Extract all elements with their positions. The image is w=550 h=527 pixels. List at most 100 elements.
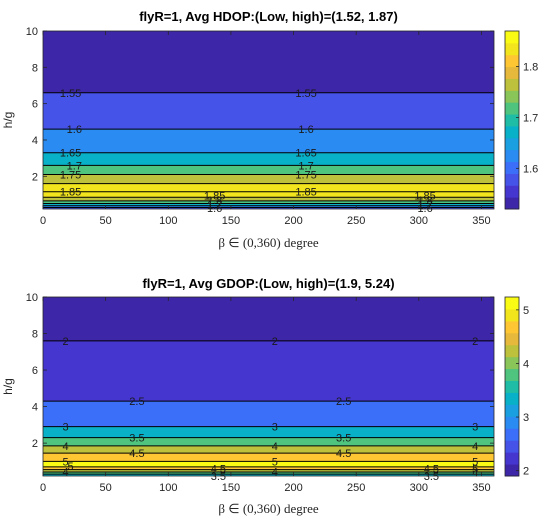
hdop-contour-label: 1.6 bbox=[298, 124, 313, 136]
hdop-x-tick-label: 100 bbox=[159, 215, 177, 227]
gdop-y-axis-label: h/g bbox=[1, 378, 15, 395]
gdop-colorbar-segment bbox=[505, 368, 519, 382]
hdop-y-tick-label: 8 bbox=[32, 62, 38, 74]
gdop-colorbar-segment bbox=[505, 297, 519, 310]
gdop-contour-band bbox=[43, 461, 494, 467]
gdop-contour-label: 5 bbox=[62, 456, 68, 468]
hdop-contour-label: 1.85 bbox=[60, 187, 81, 199]
hdop-x-tick-label: 200 bbox=[284, 215, 302, 227]
hdop-contour-label: 1.7 bbox=[417, 199, 432, 211]
gdop-contour-band bbox=[43, 340, 494, 402]
gdop-contour-label: 3.5 bbox=[336, 433, 351, 445]
hdop-contour-label: 1.85 bbox=[414, 190, 435, 202]
gdop-contour-label: 4.5 bbox=[336, 448, 351, 460]
hdop-contour-label: 1.8 bbox=[207, 195, 222, 207]
hdop-colorbar-segment bbox=[505, 90, 519, 103]
gdop-colorbar-segment bbox=[505, 428, 519, 441]
hdop-x-tick-label: 300 bbox=[410, 215, 428, 227]
gdop-contour-label: 4.5 bbox=[211, 464, 226, 476]
gdop-contour-label: 4 bbox=[62, 441, 68, 453]
gdop-colorbar-segment bbox=[505, 416, 519, 429]
hdop-y-tick-label: 2 bbox=[32, 171, 38, 183]
gdop-contour-label: 3 bbox=[472, 422, 478, 434]
gdop-x-tick-label: 350 bbox=[472, 482, 490, 494]
hdop-colorbar-segment bbox=[505, 42, 519, 56]
gdop-x-tick-label: 250 bbox=[347, 482, 365, 494]
gdop-contour-label: 2.5 bbox=[129, 396, 144, 408]
gdop-colorbar-segment bbox=[505, 404, 519, 417]
hdop-y-tick-label: 6 bbox=[32, 99, 38, 111]
hdop-contour-label: 1.7 bbox=[207, 199, 222, 211]
gdop-colorbar-tick-label: 5 bbox=[523, 305, 529, 317]
hdop-contour-label: 1.8 bbox=[417, 195, 432, 207]
gdop-contour-band bbox=[43, 297, 494, 341]
gdop-colorbar-segment bbox=[505, 332, 519, 346]
gdop-contour-label: 5 bbox=[472, 456, 478, 468]
gdop-colorbar-segment bbox=[505, 308, 519, 322]
gdop-contour-label: 4 bbox=[272, 466, 278, 478]
gdop-colorbar-frame bbox=[504, 296, 520, 477]
gdop-contour-label: 5 bbox=[272, 456, 278, 468]
hdop-colorbar-segment bbox=[505, 185, 519, 198]
gdop-colorbar-segment bbox=[505, 356, 519, 370]
hdop-contour-label: 1.55 bbox=[60, 88, 81, 100]
gdop-colorbar-tick-label: 4 bbox=[523, 358, 529, 370]
hdop-contour-label: 1.75 bbox=[60, 169, 81, 181]
hdop-chart-title: flyR=1, Avg HDOP:(Low, high)=(1.52, 1.87… bbox=[139, 9, 398, 24]
hdop-colorbar-tick-label: 1.6 bbox=[523, 163, 538, 175]
hdop-contour-band bbox=[43, 165, 494, 175]
gdop-colorbar-tick-label: 2 bbox=[523, 466, 529, 478]
gdop-contour-band bbox=[43, 401, 494, 427]
hdop-contour-band bbox=[43, 31, 494, 93]
gdop-x-tick-label: 100 bbox=[159, 482, 177, 494]
hdop-x-axis-label: β ∈ (0,360) degree bbox=[218, 235, 318, 250]
gdop-colorbar-segment bbox=[505, 452, 519, 465]
gdop-contour-label: 4.5 bbox=[424, 464, 439, 476]
hdop-contour-band bbox=[43, 191, 494, 198]
gdop-contour-label: 2 bbox=[62, 336, 68, 348]
hdop-y-axis-label: h/g bbox=[1, 112, 15, 129]
hdop-plot-frame bbox=[42, 30, 495, 210]
gdop-panel: 2 2 22.5 2.53 3 33.5 3.54 4 44.5 4.55 5 55 54.5 4.54 4… bbox=[1, 276, 529, 516]
gdop-contour-label: 2 bbox=[272, 336, 278, 348]
gdop-y-tick-label: 6 bbox=[32, 365, 38, 377]
hdop-x-tick-label: 0 bbox=[40, 215, 46, 227]
hdop-contour-band bbox=[43, 203, 494, 206]
gdop-contour-label: 3.5 bbox=[211, 471, 226, 483]
gdop-plot-frame bbox=[42, 296, 495, 477]
gdop-contour-label: 3 bbox=[62, 422, 68, 434]
gdop-contour-band bbox=[43, 471, 494, 475]
hdop-contour-band bbox=[43, 197, 494, 201]
hdop-colorbar-segment bbox=[505, 149, 519, 163]
hdop-contour-band bbox=[43, 152, 494, 166]
gdop-contour-label: 3 bbox=[272, 422, 278, 434]
hdop-contour-label: 1.75 bbox=[295, 169, 316, 181]
gdop-y-tick-label: 4 bbox=[32, 402, 38, 414]
gdop-colorbar-segment bbox=[505, 440, 519, 453]
gdop-contour-label: 3.5 bbox=[424, 471, 439, 483]
gdop-x-tick-label: 50 bbox=[100, 482, 112, 494]
hdop-colorbar-segment bbox=[505, 114, 519, 127]
gdop-colorbar-segment bbox=[505, 344, 519, 358]
gdop-x-tick-label: 300 bbox=[410, 482, 428, 494]
gdop-contour-band bbox=[43, 474, 494, 476]
hdop-contour-band bbox=[43, 200, 494, 204]
gdop-contour-label: 5 bbox=[67, 461, 73, 473]
hdop-x-tick-label: 50 bbox=[100, 215, 112, 227]
gdop-contour-label: 2 bbox=[472, 336, 478, 348]
gdop-contour-label: 5 bbox=[472, 464, 478, 476]
gdop-contour-label: 4.5 bbox=[129, 448, 144, 460]
hdop-colorbar-segment bbox=[505, 137, 519, 151]
gdop-colorbar-segment bbox=[505, 380, 519, 393]
gdop-y-tick-label: 10 bbox=[26, 292, 38, 304]
gdop-contour-label: 4 bbox=[472, 467, 478, 479]
hdop-contour-band bbox=[43, 183, 494, 192]
hdop-colorbar-segment bbox=[505, 66, 519, 79]
hdop-contour-label: 1.85 bbox=[295, 187, 316, 199]
hdop-contour-label: 1.85 bbox=[204, 190, 225, 202]
gdop-chart-title: flyR=1, Avg GDOP:(Low, high)=(1.9, 5.24) bbox=[142, 276, 394, 291]
gdop-contour-band bbox=[43, 426, 494, 438]
hdop-colorbar-tick-label: 1.8 bbox=[523, 62, 538, 74]
gdop-contour-band bbox=[43, 469, 494, 472]
